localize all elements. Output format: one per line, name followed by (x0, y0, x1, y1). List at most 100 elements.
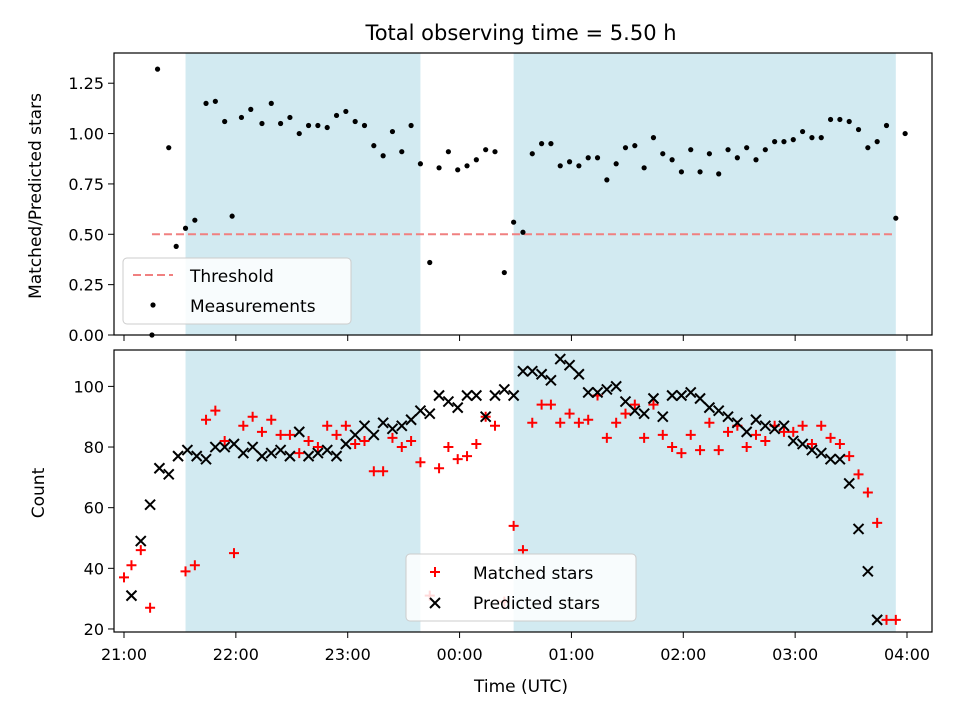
bottom-chart-frame (113, 349, 933, 633)
bottom-xtick-label: 21:00 (101, 645, 147, 664)
predicted-star-point (190, 450, 203, 462)
matched-star-point (368, 466, 379, 477)
measurement-point (874, 139, 880, 145)
matched-star-point (611, 417, 622, 428)
measurement-point (248, 106, 254, 112)
top-ytick-label: 0.00 (68, 326, 104, 345)
legend-matched-label: Matched stars (473, 564, 593, 584)
measurement-point (706, 151, 712, 157)
measurement-point (324, 124, 330, 131)
matched-star-point (331, 429, 342, 440)
predicted-star-point (424, 407, 436, 420)
measurement-point (203, 100, 209, 106)
predicted-star-point (507, 389, 520, 402)
matched-star-point (275, 429, 286, 440)
measurement-point (753, 157, 759, 163)
measurement-point (529, 151, 535, 157)
bottom-ytick-label: 60 (84, 499, 104, 518)
predicted-star-point (284, 450, 296, 462)
predicted-star-point (843, 477, 855, 490)
matched-star-point (723, 426, 734, 437)
predicted-star-point (274, 444, 287, 456)
measurement-point (445, 149, 451, 155)
matched-star-point (760, 435, 771, 446)
matched-star-point (145, 602, 156, 613)
matched-star-point (443, 442, 454, 453)
matched-star-point (517, 545, 528, 556)
top-shaded-interval (513, 53, 896, 335)
matched-star-point (639, 432, 650, 443)
matched-star-point (881, 614, 892, 625)
matched-star-point (406, 435, 417, 446)
predicted-star-point (349, 429, 361, 441)
matched-star-point (825, 432, 836, 443)
measurement-point (557, 163, 563, 169)
measurement-point (296, 130, 302, 137)
matched-star-point (667, 442, 678, 453)
matched-star-point (294, 448, 305, 459)
measurement-point (192, 217, 198, 223)
matched-star-point (126, 560, 137, 571)
measurement-point (604, 177, 610, 183)
predicted-star-point (591, 386, 604, 399)
predicted-star-point (135, 535, 147, 547)
top-legend: Threshold Measurements (122, 257, 352, 325)
matched-star-point (452, 454, 463, 465)
predicted-star-point (479, 411, 492, 423)
predicted-star-point (386, 423, 399, 435)
top-chart-title: Total observing time = 5.50 h (364, 21, 676, 45)
predicted-star-point (265, 447, 277, 459)
top-chart-ylabel: Matched/Predicted stars (26, 93, 46, 299)
bottom-shaded-interval (185, 350, 421, 632)
matched-star-point (601, 432, 612, 443)
predicted-star-point (824, 453, 837, 465)
predicted-star-point (144, 498, 156, 511)
measurement-point (641, 165, 647, 171)
measurement-point (173, 243, 179, 249)
measurement-point (846, 118, 852, 125)
predicted-star-point (657, 411, 669, 423)
matched-star-point (256, 426, 267, 437)
predicted-star-point (638, 407, 650, 420)
measurement-point (539, 141, 545, 147)
legend-predicted-swatch (429, 597, 441, 609)
predicted-star-point (498, 383, 511, 396)
legend-matched-swatch (430, 567, 440, 577)
matched-star-point (396, 442, 407, 453)
matched-star-point (713, 445, 724, 456)
matched-star-point (387, 432, 398, 443)
measurement-point (883, 122, 890, 129)
matched-star-point (648, 399, 659, 410)
matched-star-point (219, 435, 230, 446)
predicted-star-point (573, 368, 585, 380)
matched-star-point (210, 405, 221, 416)
matched-star-point (583, 414, 594, 425)
measurement-point (511, 219, 517, 225)
top-ytick-label: 1.00 (68, 125, 104, 144)
matched-star-point (508, 520, 519, 531)
predicted-star-point (340, 438, 352, 450)
measurement-point (408, 122, 414, 129)
bottom-chart-xlabel: Time (UTC) (473, 677, 568, 697)
predicted-star-point (852, 523, 865, 535)
measurement-point (800, 128, 806, 135)
measurement-point (238, 114, 245, 121)
measurement-point (678, 169, 685, 175)
matched-star-point (704, 417, 715, 428)
predicted-star-point (209, 441, 222, 453)
matched-star-point (312, 442, 323, 453)
matched-star-point (266, 414, 277, 425)
matched-star-point (862, 487, 873, 498)
matched-star-point (415, 457, 426, 468)
matched-star-point (853, 469, 864, 480)
measurement-point (305, 122, 312, 129)
predicted-star-point (293, 426, 305, 438)
matched-star-point (676, 448, 687, 459)
measurement-point (268, 100, 274, 106)
predicted-star-point (685, 386, 697, 399)
measurement-point (837, 116, 843, 123)
measurement-point (650, 135, 657, 141)
matched-star-point (657, 429, 668, 440)
matched-star-point (284, 429, 295, 440)
